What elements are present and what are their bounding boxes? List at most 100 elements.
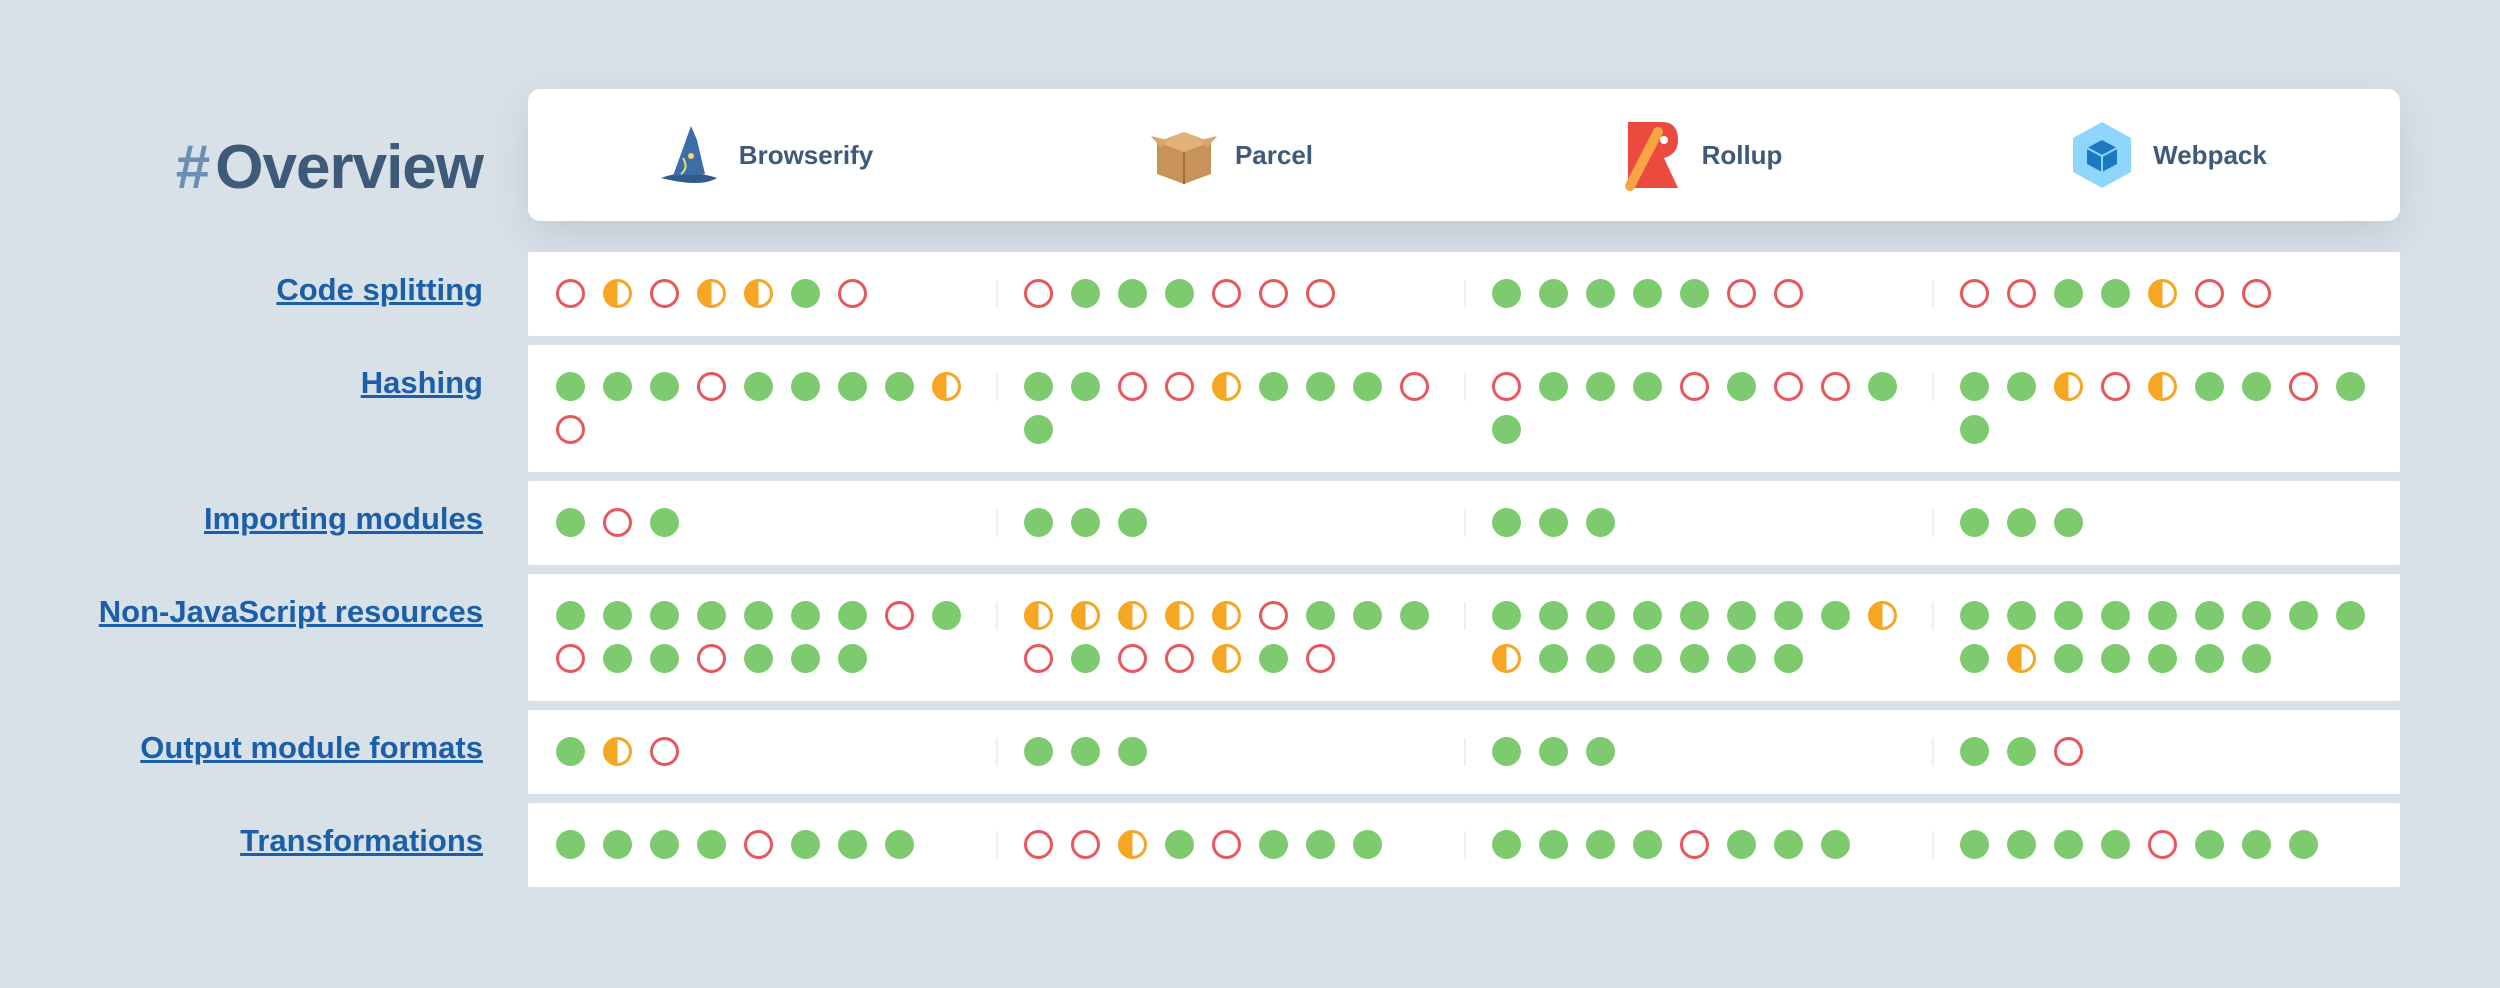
result-dot[interactable] (1165, 644, 1194, 673)
result-dot[interactable] (1960, 508, 1989, 537)
feature-link[interactable]: Transformations (240, 823, 483, 858)
result-dot[interactable] (1492, 279, 1521, 308)
result-dot[interactable] (744, 601, 773, 630)
result-dot[interactable] (2195, 601, 2224, 630)
result-dot[interactable] (2148, 601, 2177, 630)
feature-link[interactable]: Code splitting (276, 272, 483, 307)
result-dot[interactable] (1774, 644, 1803, 673)
result-dot[interactable] (2336, 372, 2365, 401)
result-dot[interactable] (791, 644, 820, 673)
result-dot[interactable] (2054, 279, 2083, 308)
result-dot[interactable] (1680, 601, 1709, 630)
result-dot[interactable] (1586, 508, 1615, 537)
result-dot[interactable] (1212, 279, 1241, 308)
result-dot[interactable] (1727, 830, 1756, 859)
result-dot[interactable] (1306, 279, 1335, 308)
result-dot[interactable] (2242, 372, 2271, 401)
result-dot[interactable] (1212, 644, 1241, 673)
result-dot[interactable] (1633, 372, 1662, 401)
result-dot[interactable] (838, 601, 867, 630)
result-dot[interactable] (1071, 508, 1100, 537)
result-dot[interactable] (838, 830, 867, 859)
result-dot[interactable] (603, 508, 632, 537)
result-dot[interactable] (2148, 279, 2177, 308)
result-dot[interactable] (650, 279, 679, 308)
result-dot[interactable] (791, 372, 820, 401)
result-dot[interactable] (1539, 830, 1568, 859)
result-dot[interactable] (1353, 830, 1382, 859)
result-dot[interactable] (1024, 830, 1053, 859)
result-dot[interactable] (1024, 737, 1053, 766)
result-dot[interactable] (1539, 508, 1568, 537)
result-dot[interactable] (1306, 644, 1335, 673)
result-dot[interactable] (2101, 830, 2130, 859)
result-dot[interactable] (650, 508, 679, 537)
result-dot[interactable] (1960, 644, 1989, 673)
result-dot[interactable] (2195, 830, 2224, 859)
result-dot[interactable] (1024, 508, 1053, 537)
result-dot[interactable] (791, 279, 820, 308)
result-dot[interactable] (2007, 372, 2036, 401)
result-dot[interactable] (2195, 372, 2224, 401)
result-dot[interactable] (2054, 372, 2083, 401)
result-dot[interactable] (2007, 830, 2036, 859)
result-dot[interactable] (2007, 601, 2036, 630)
result-dot[interactable] (1492, 372, 1521, 401)
result-dot[interactable] (556, 415, 585, 444)
result-dot[interactable] (744, 279, 773, 308)
result-dot[interactable] (697, 830, 726, 859)
result-dot[interactable] (1024, 372, 1053, 401)
result-dot[interactable] (2007, 508, 2036, 537)
result-dot[interactable] (1353, 601, 1382, 630)
result-dot[interactable] (1492, 737, 1521, 766)
result-dot[interactable] (1821, 830, 1850, 859)
result-dot[interactable] (791, 830, 820, 859)
result-dot[interactable] (932, 372, 961, 401)
result-dot[interactable] (1118, 508, 1147, 537)
result-dot[interactable] (1774, 601, 1803, 630)
result-dot[interactable] (697, 644, 726, 673)
result-dot[interactable] (1024, 279, 1053, 308)
result-dot[interactable] (1212, 830, 1241, 859)
result-dot[interactable] (1586, 279, 1615, 308)
result-dot[interactable] (838, 644, 867, 673)
result-dot[interactable] (650, 372, 679, 401)
result-dot[interactable] (1212, 372, 1241, 401)
result-dot[interactable] (556, 372, 585, 401)
result-dot[interactable] (885, 372, 914, 401)
result-dot[interactable] (2148, 372, 2177, 401)
result-dot[interactable] (1400, 372, 1429, 401)
result-dot[interactable] (1680, 644, 1709, 673)
result-dot[interactable] (2289, 372, 2318, 401)
result-dot[interactable] (1633, 279, 1662, 308)
result-dot[interactable] (1586, 644, 1615, 673)
result-dot[interactable] (1821, 372, 1850, 401)
feature-link[interactable]: Output module formats (140, 730, 483, 765)
result-dot[interactable] (2054, 508, 2083, 537)
result-dot[interactable] (1960, 372, 1989, 401)
result-dot[interactable] (603, 644, 632, 673)
result-dot[interactable] (1868, 372, 1897, 401)
result-dot[interactable] (1165, 601, 1194, 630)
result-dot[interactable] (2054, 601, 2083, 630)
result-dot[interactable] (1586, 830, 1615, 859)
result-dot[interactable] (603, 830, 632, 859)
result-dot[interactable] (650, 601, 679, 630)
result-dot[interactable] (1680, 830, 1709, 859)
result-dot[interactable] (1586, 601, 1615, 630)
result-dot[interactable] (1492, 415, 1521, 444)
result-dot[interactable] (1259, 830, 1288, 859)
result-dot[interactable] (838, 279, 867, 308)
result-dot[interactable] (2289, 830, 2318, 859)
result-dot[interactable] (1539, 601, 1568, 630)
result-dot[interactable] (744, 830, 773, 859)
result-dot[interactable] (1024, 415, 1053, 444)
result-dot[interactable] (2054, 830, 2083, 859)
result-dot[interactable] (1680, 279, 1709, 308)
result-dot[interactable] (2289, 601, 2318, 630)
result-dot[interactable] (650, 644, 679, 673)
result-dot[interactable] (556, 830, 585, 859)
result-dot[interactable] (838, 372, 867, 401)
result-dot[interactable] (603, 737, 632, 766)
feature-link[interactable]: Non-JavaScript resources (98, 594, 483, 629)
